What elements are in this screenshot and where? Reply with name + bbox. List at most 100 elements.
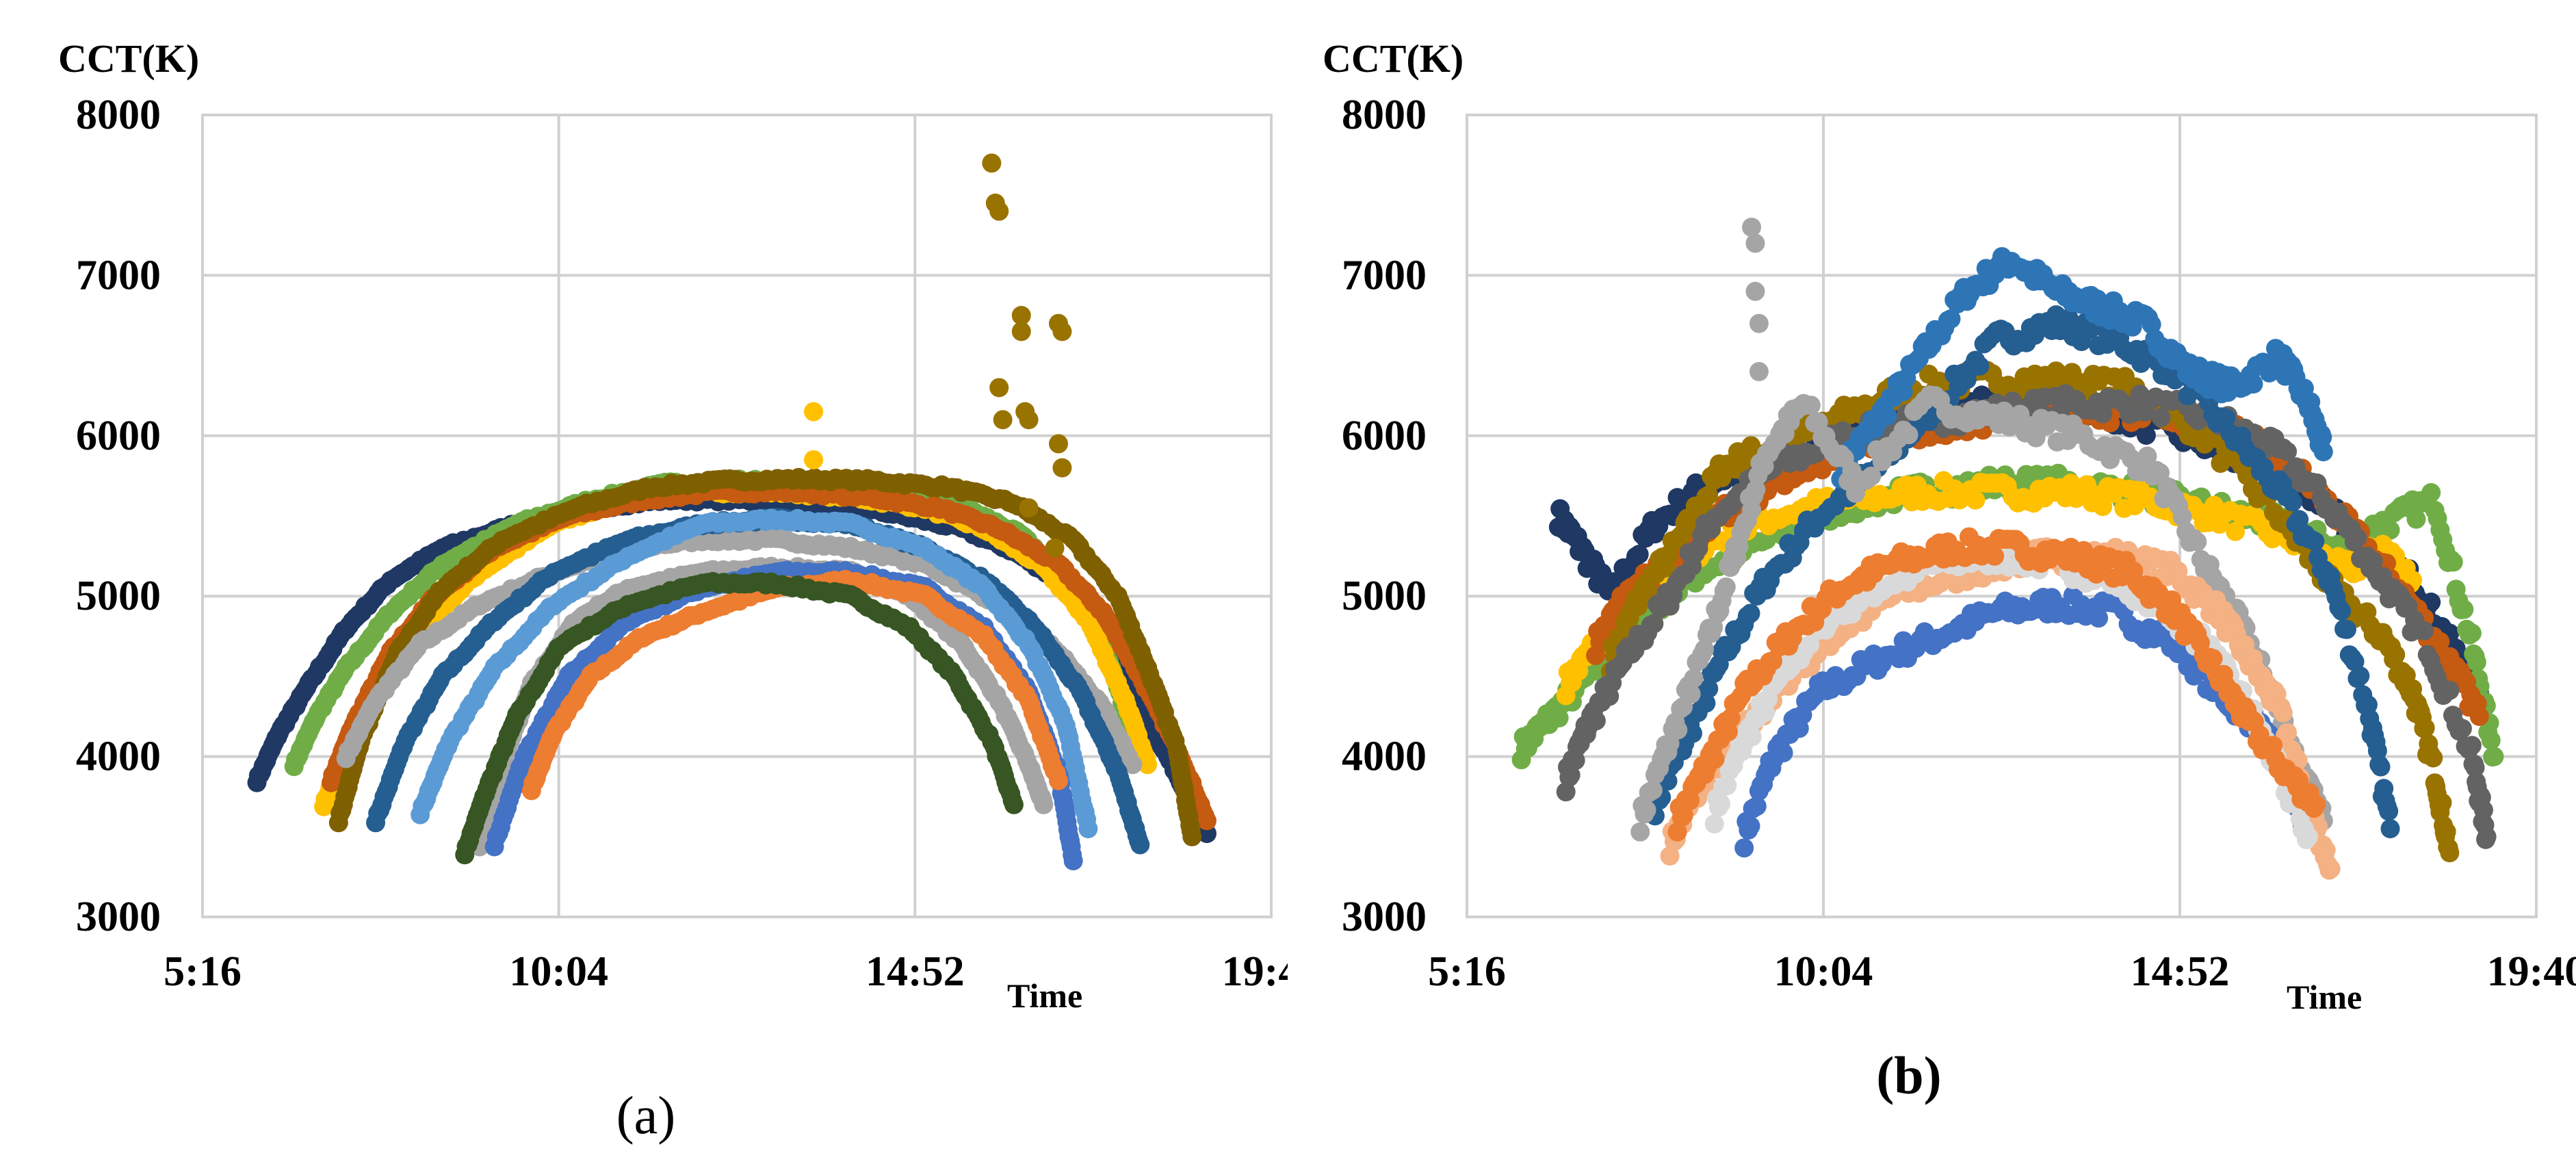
x-tick-label: 14:52	[866, 948, 965, 995]
data-point	[2142, 315, 2161, 335]
data-point	[804, 450, 824, 469]
data-point	[2226, 521, 2246, 541]
data-point	[2172, 507, 2192, 527]
data-point	[2347, 528, 2367, 547]
data-point	[1801, 396, 1821, 415]
data-point	[1711, 794, 1731, 814]
data-point	[1877, 406, 1897, 426]
data-point	[1941, 309, 1961, 329]
data-point	[2243, 374, 2263, 394]
data-point	[1699, 679, 1719, 699]
data-point	[2436, 822, 2456, 842]
data-point	[1004, 794, 1024, 814]
y-tick-label: 5000	[76, 573, 161, 619]
data-point	[2415, 718, 2435, 738]
chart-panel-b: 3000 4000 5000 6000 7000 8000 5:16 10:04 14:52 19…	[1288, 0, 2576, 1166]
data-point	[1637, 800, 1656, 820]
x-tick-label: 10:04	[509, 948, 608, 995]
x-tick-label: 5:16	[164, 948, 242, 995]
data-point	[1745, 281, 1765, 301]
data-point	[1745, 233, 1765, 253]
data-point	[1644, 614, 1664, 634]
data-point	[2432, 793, 2452, 813]
data-point	[2440, 843, 2460, 863]
data-point	[2089, 608, 2109, 628]
data-point	[1742, 727, 1762, 747]
data-point	[1586, 711, 1606, 731]
data-point	[1049, 770, 1069, 790]
series-day-8	[411, 508, 1098, 839]
data-point	[1668, 720, 1688, 740]
data-point	[1123, 755, 1143, 775]
data-point	[1773, 743, 1793, 763]
data-point	[2406, 509, 2426, 529]
data-point	[1994, 401, 2014, 421]
panel-caption: (a)	[616, 1085, 676, 1145]
y-tick-label: 4000	[76, 734, 161, 780]
data-point	[2363, 552, 2383, 571]
data-point	[2465, 757, 2485, 777]
data-point	[1741, 604, 1760, 623]
data-point	[1696, 693, 1716, 713]
chart-panel-a: 3000 4000 5000 6000 7000 8000 5:16 10:04 14:52 19…	[58, 36, 1288, 1145]
data-point	[1684, 669, 1704, 688]
data-point	[1674, 805, 1693, 825]
data-point	[1130, 835, 1150, 855]
data-point	[2380, 819, 2400, 839]
data-point	[1682, 723, 1702, 743]
data-point	[2093, 404, 2113, 424]
data-point	[2477, 827, 2497, 846]
data-point	[1556, 782, 1576, 802]
data-point	[1049, 434, 1069, 454]
data-point	[2273, 703, 2293, 723]
data-point	[2462, 736, 2482, 755]
data-point	[1747, 796, 1767, 816]
data-point	[993, 410, 1013, 430]
data-point	[1734, 838, 1754, 858]
data-point	[1749, 362, 1769, 382]
data-point	[1138, 755, 1158, 775]
x-axis-title: Time	[1007, 976, 1082, 1015]
data-point	[1985, 546, 2005, 566]
data-point	[1629, 545, 1649, 565]
data-point	[2454, 599, 2474, 619]
data-point	[1966, 490, 1986, 510]
data-point	[1808, 412, 1828, 432]
data-point	[1746, 480, 1766, 500]
data-point	[1182, 827, 1202, 846]
data-point	[2136, 426, 2156, 445]
data-point	[1742, 218, 1762, 237]
series-outliers-brown	[982, 153, 1072, 558]
data-point	[2061, 474, 2081, 493]
data-point	[2046, 361, 2066, 381]
data-point	[2430, 632, 2450, 651]
data-point	[989, 378, 1009, 398]
data-point	[2187, 532, 2207, 552]
data-point	[982, 153, 1002, 173]
data-point	[2305, 532, 2325, 552]
data-point	[1078, 819, 1098, 839]
data-point	[1741, 816, 1760, 836]
data-point	[1695, 640, 1715, 660]
data-point	[2443, 552, 2463, 572]
data-point	[2415, 621, 2434, 640]
data-point	[2379, 801, 2399, 821]
data-point	[1561, 765, 1580, 785]
data-point	[1011, 306, 1031, 325]
data-point	[2350, 666, 2370, 686]
series-day-12	[455, 571, 1024, 865]
data-point	[1716, 577, 1736, 597]
data-point	[1643, 780, 1663, 800]
data-point	[2282, 492, 2302, 512]
data-point	[2469, 707, 2489, 726]
data-point	[1052, 322, 1072, 341]
data-point	[2386, 645, 2406, 664]
data-point	[1549, 708, 1569, 728]
data-point	[1197, 811, 1217, 831]
data-point	[1019, 498, 1039, 518]
data-point	[2313, 428, 2332, 448]
data-point	[2484, 747, 2504, 766]
data-point	[2299, 827, 2319, 846]
